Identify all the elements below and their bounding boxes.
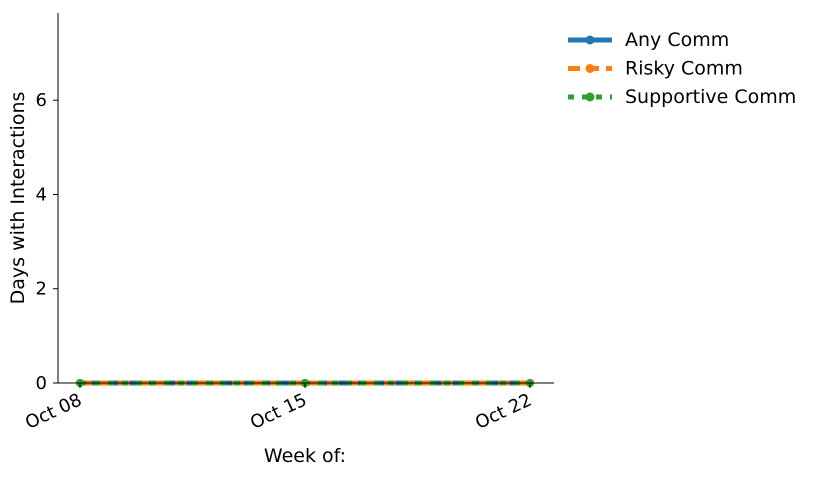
x-tick-label: Oct 08: [22, 389, 85, 433]
y-tick-label: 2: [36, 279, 47, 300]
legend-label: Risky Comm: [625, 58, 743, 80]
legend: Any Comm Risky Comm Supportive Comm: [568, 29, 796, 108]
y-tick-label: 6: [36, 90, 47, 111]
x-axis-label: Week of:: [264, 445, 346, 467]
x-ticks: Oct 08 Oct 15 Oct 22: [22, 383, 535, 434]
axes-layer: [57, 13, 554, 384]
legend-swatch-marker: [585, 92, 595, 102]
x-tick-label: Oct 15: [247, 389, 310, 433]
y-tick-label: 4: [36, 184, 47, 205]
x-tick-label: Oct 22: [472, 389, 535, 433]
legend-label: Any Comm: [625, 29, 729, 51]
legend-swatch-marker: [585, 35, 595, 45]
y-tick-label: 0: [36, 373, 47, 394]
legend-label: Supportive Comm: [625, 86, 796, 108]
y-ticks: 0 2 4 6: [36, 90, 58, 394]
y-axis-label: Days with Interactions: [7, 92, 29, 305]
legend-swatch-marker: [585, 64, 595, 73]
